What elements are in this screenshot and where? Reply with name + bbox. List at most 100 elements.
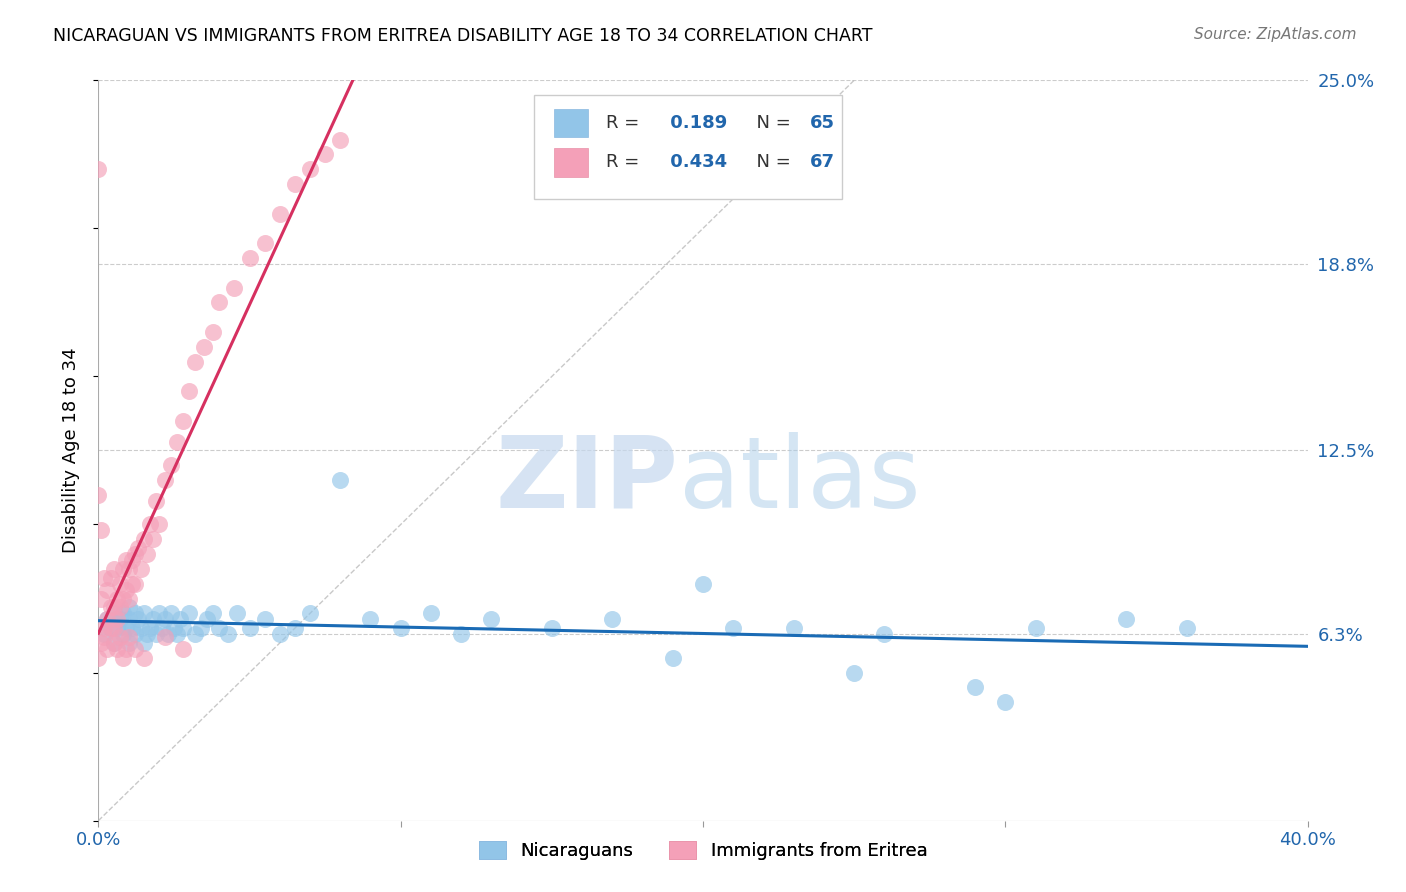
Point (329, 473, 352, 487)
Point (108, 612, 131, 626)
Point (172, 621, 194, 635)
Point (269, 206, 291, 220)
Point (87, 488, 110, 502)
Point (172, 414, 194, 428)
Text: N =: N = (745, 114, 797, 132)
Y-axis label: Disability Age 18 to 34: Disability Age 18 to 34 (62, 348, 80, 553)
Point (96, 612, 118, 626)
Point (994, 695, 1017, 709)
Point (184, 627, 207, 641)
Point (129, 562, 152, 576)
Point (389, 621, 412, 635)
Point (873, 627, 896, 641)
Point (481, 612, 503, 626)
Point (132, 607, 155, 621)
Point (124, 641, 146, 656)
Point (135, 627, 157, 641)
Point (105, 591, 128, 606)
Point (160, 458, 183, 473)
Point (329, 132, 352, 146)
Point (121, 621, 143, 635)
Point (103, 636, 125, 650)
Text: Source: ZipAtlas.com: Source: ZipAtlas.com (1194, 27, 1357, 42)
Point (540, 621, 562, 635)
Point (253, 612, 276, 626)
Point (96, 641, 118, 656)
Point (783, 621, 806, 635)
Point (148, 607, 170, 621)
Text: R =: R = (606, 153, 645, 171)
Point (100, 621, 122, 635)
Point (692, 576, 714, 591)
FancyBboxPatch shape (554, 148, 588, 177)
Point (90, 636, 112, 650)
Point (1024, 621, 1046, 635)
FancyBboxPatch shape (534, 95, 842, 199)
Point (169, 612, 191, 626)
Point (93, 630, 115, 644)
Point (217, 627, 239, 641)
Point (108, 630, 131, 644)
Point (239, 621, 262, 635)
Point (202, 325, 225, 339)
Point (723, 621, 745, 635)
Point (166, 434, 188, 449)
Point (124, 576, 146, 591)
Point (108, 576, 131, 591)
Point (139, 621, 162, 635)
Point (118, 562, 141, 576)
Point (121, 553, 143, 567)
Text: atlas: atlas (679, 432, 921, 529)
Point (87, 650, 110, 665)
Point (111, 591, 134, 606)
Point (114, 641, 136, 656)
Point (103, 600, 125, 615)
Point (844, 665, 866, 680)
Text: 67: 67 (810, 153, 834, 171)
Point (153, 630, 176, 644)
Point (129, 621, 152, 635)
Point (269, 627, 291, 641)
Point (360, 612, 382, 626)
Text: R =: R = (606, 114, 645, 132)
Text: NICARAGUAN VS IMMIGRANTS FROM ERITREA DISABILITY AGE 18 TO 34 CORRELATION CHART: NICARAGUAN VS IMMIGRANTS FROM ERITREA DI… (53, 27, 873, 45)
Point (195, 612, 218, 626)
Point (108, 600, 131, 615)
Point (190, 621, 212, 635)
Point (100, 621, 122, 635)
Point (239, 251, 262, 265)
Point (118, 600, 141, 615)
Point (100, 600, 122, 615)
Point (193, 340, 215, 354)
Point (602, 612, 624, 626)
Point (284, 177, 307, 191)
Point (93, 571, 115, 585)
Point (208, 621, 231, 635)
Point (226, 607, 249, 621)
Point (103, 562, 125, 576)
FancyBboxPatch shape (554, 109, 588, 137)
Point (160, 607, 183, 621)
Point (179, 384, 201, 399)
Point (114, 621, 136, 635)
Point (124, 547, 146, 561)
Point (121, 576, 143, 591)
Point (224, 280, 246, 294)
Point (450, 627, 472, 641)
Point (118, 636, 141, 650)
Text: N =: N = (745, 153, 797, 171)
Point (299, 162, 322, 177)
Point (1175, 621, 1198, 635)
Point (111, 627, 134, 641)
Point (90, 591, 112, 606)
Point (103, 607, 125, 621)
Point (118, 591, 141, 606)
Point (172, 641, 194, 656)
Text: 65: 65 (810, 114, 834, 132)
Point (90, 524, 112, 538)
Point (124, 607, 146, 621)
Point (153, 612, 176, 626)
Point (124, 627, 146, 641)
Point (111, 562, 134, 576)
Point (284, 621, 307, 635)
